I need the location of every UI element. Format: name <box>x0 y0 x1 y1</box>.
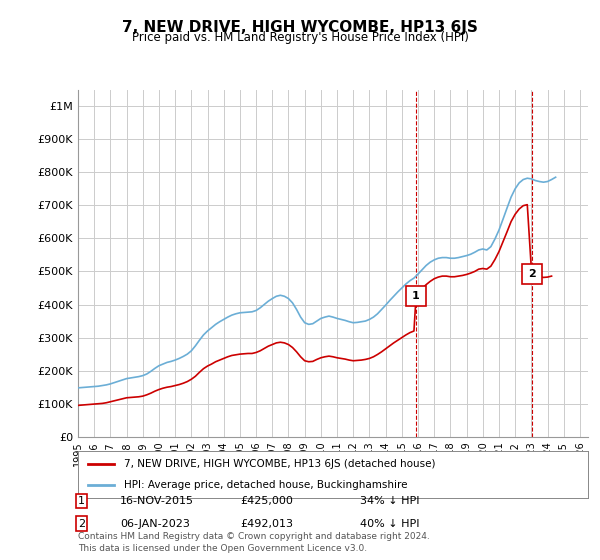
Text: HPI: Average price, detached house, Buckinghamshire: HPI: Average price, detached house, Buck… <box>124 480 407 490</box>
Text: 1: 1 <box>412 291 420 301</box>
Text: 7, NEW DRIVE, HIGH WYCOMBE, HP13 6JS: 7, NEW DRIVE, HIGH WYCOMBE, HP13 6JS <box>122 20 478 35</box>
Text: 40% ↓ HPI: 40% ↓ HPI <box>360 519 419 529</box>
Text: £492,013: £492,013 <box>240 519 293 529</box>
Text: 7, NEW DRIVE, HIGH WYCOMBE, HP13 6JS (detached house): 7, NEW DRIVE, HIGH WYCOMBE, HP13 6JS (de… <box>124 459 436 469</box>
Text: 06-JAN-2023: 06-JAN-2023 <box>120 519 190 529</box>
Text: 34% ↓ HPI: 34% ↓ HPI <box>360 496 419 506</box>
Text: Contains HM Land Registry data © Crown copyright and database right 2024.
This d: Contains HM Land Registry data © Crown c… <box>78 533 430 553</box>
Text: Price paid vs. HM Land Registry's House Price Index (HPI): Price paid vs. HM Land Registry's House … <box>131 31 469 44</box>
Text: 1: 1 <box>78 496 85 506</box>
Text: 2: 2 <box>78 519 85 529</box>
Text: 16-NOV-2015: 16-NOV-2015 <box>120 496 194 506</box>
Text: 2: 2 <box>528 269 536 279</box>
Text: £425,000: £425,000 <box>240 496 293 506</box>
